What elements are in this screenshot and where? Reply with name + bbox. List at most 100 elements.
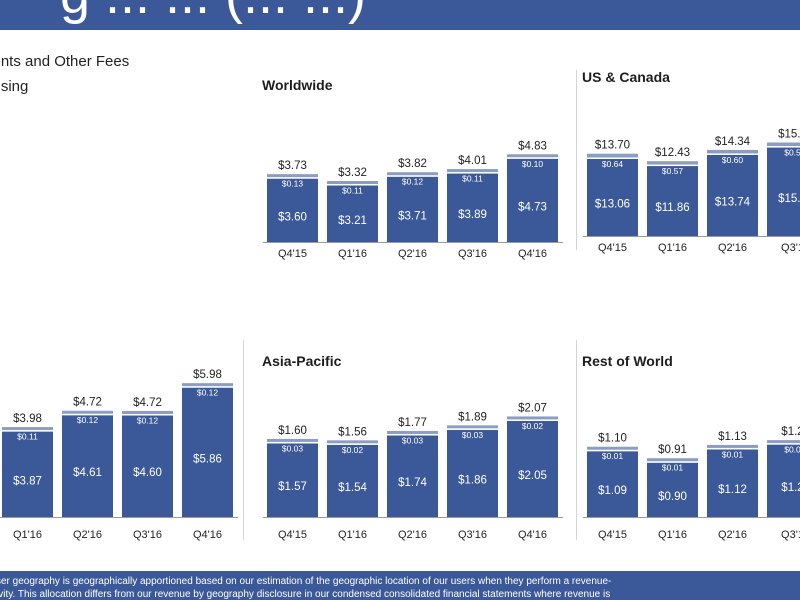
payments-label: $0.01 [722, 449, 744, 459]
category-label: Q4'15 [278, 529, 307, 541]
total-label: $4.72 [133, 397, 162, 409]
advertising-label: $3.89 [458, 209, 487, 221]
payments-label: $0.12 [197, 388, 219, 398]
category-label: Q1'16 [13, 529, 42, 541]
bar-payments [447, 425, 498, 429]
advertising-label: $3.21 [338, 215, 367, 227]
payments-label: $0.11 [17, 432, 38, 442]
bar-separator [122, 413, 173, 416]
payments-label: $0.12 [77, 415, 99, 425]
bar-payments [507, 416, 558, 420]
category-label: Q4'16 [518, 529, 547, 541]
advertising-label: $1.74 [398, 477, 427, 489]
bar-payments [2, 427, 53, 431]
bar-advertising [447, 173, 498, 242]
total-label: $1.56 [338, 426, 367, 438]
category-label: Q1'16 [338, 529, 367, 541]
total-label: $1.60 [278, 425, 307, 437]
category-label: Q3'16 [458, 248, 487, 260]
bar-payments [707, 444, 758, 448]
bar-separator [267, 441, 318, 444]
bar-separator [767, 146, 800, 148]
bar-payments [767, 142, 800, 147]
payments-label: $0.11 [342, 186, 363, 196]
bar-advertising [327, 444, 378, 517]
divider-bottom-right [576, 340, 577, 540]
total-label: $13.70 [595, 140, 630, 152]
category-label: Q1'16 [338, 248, 367, 260]
category-label: Q4'15 [598, 242, 627, 254]
total-label: $12.43 [655, 147, 690, 159]
payments-label: $0.64 [602, 159, 624, 169]
bar-payments [387, 172, 438, 176]
bar-separator [62, 413, 113, 416]
bar-separator [2, 430, 53, 432]
category-label: Q2'16 [398, 248, 427, 260]
total-label: $1.10 [598, 433, 627, 445]
bar-payments [327, 181, 378, 185]
bar-separator [267, 177, 318, 179]
advertising-label: $4.73 [518, 201, 547, 213]
total-label: $0.91 [658, 444, 687, 456]
advertising-label: $1.86 [458, 474, 487, 486]
category-label: Q2'16 [718, 242, 747, 254]
chart-rest-of-world: Rest of World $1.10 $0.01 $1.09 Q4'15 $0.91 $0… [582, 353, 800, 541]
bar-payments [767, 440, 800, 444]
payments-label: $0.03 [402, 435, 424, 445]
bar-separator [587, 449, 638, 452]
bar-payments [587, 153, 638, 158]
total-label: $3.98 [13, 413, 42, 425]
bar-advertising [387, 176, 438, 242]
category-label: Q1'16 [658, 529, 687, 541]
advertising-label: $13.06 [595, 198, 630, 210]
bar-payments [507, 154, 558, 158]
category-label: Q3'1 [781, 242, 800, 254]
panel-title: Asia-Pacific [262, 353, 342, 369]
payments-label: $0.57 [662, 166, 684, 176]
category-label: Q2'16 [398, 529, 427, 541]
bar-separator [447, 428, 498, 430]
chart-us-canada: US & Canada $13.70 $0.64 $13.06 Q4'15 $12.43 $… [582, 69, 800, 254]
advertising-label: $1.09 [598, 485, 627, 497]
total-label: $1.13 [718, 431, 747, 443]
bar-separator [447, 172, 498, 174]
category-label: Q4'15 [598, 529, 627, 541]
advertising-label: $1.57 [278, 481, 307, 493]
bar-advertising [182, 387, 233, 517]
bar-payments [707, 149, 758, 154]
bar-payments [267, 174, 318, 178]
advertising-label: $11.86 [655, 202, 689, 214]
legend-advertising: ertising [0, 78, 29, 95]
advertising-label: $5.86 [193, 453, 222, 465]
bar-separator [387, 433, 438, 436]
payments-label: $0.13 [282, 179, 304, 189]
divider-top [576, 70, 577, 250]
payments-label: $0.5 [784, 148, 800, 158]
advertising-label: $15.0 [778, 193, 800, 205]
footer-line-2: ivity. This allocation differs from our … [0, 589, 611, 600]
payments-label: $0.03 [462, 430, 484, 440]
payments-label: $0.01 [602, 451, 624, 461]
bar-advertising [122, 415, 173, 517]
divider-bottom-left [243, 340, 244, 540]
payments-label: $0.12 [137, 415, 159, 425]
advertising-label: $1.12 [718, 484, 747, 496]
payments-label: $0.0 [784, 445, 800, 455]
category-label: Q4'16 [518, 248, 547, 260]
category-label: Q3'1 [781, 529, 800, 541]
bar-payments [267, 438, 318, 442]
bar-payments [447, 169, 498, 173]
category-label: Q2'16 [718, 529, 747, 541]
payments-label: $0.02 [342, 445, 364, 455]
bar-separator [507, 157, 558, 159]
bar-advertising [587, 158, 638, 236]
payments-label: $0.60 [722, 155, 744, 165]
payments-label: $0.02 [522, 421, 544, 431]
panel-title: US & Canada [582, 69, 670, 85]
bar-advertising [647, 166, 698, 236]
advertising-label: $3.60 [278, 211, 307, 223]
payments-label: $0.10 [522, 159, 544, 169]
bar-advertising [707, 449, 758, 517]
advertising-label: $3.87 [13, 475, 42, 487]
bar-payments [62, 410, 113, 414]
